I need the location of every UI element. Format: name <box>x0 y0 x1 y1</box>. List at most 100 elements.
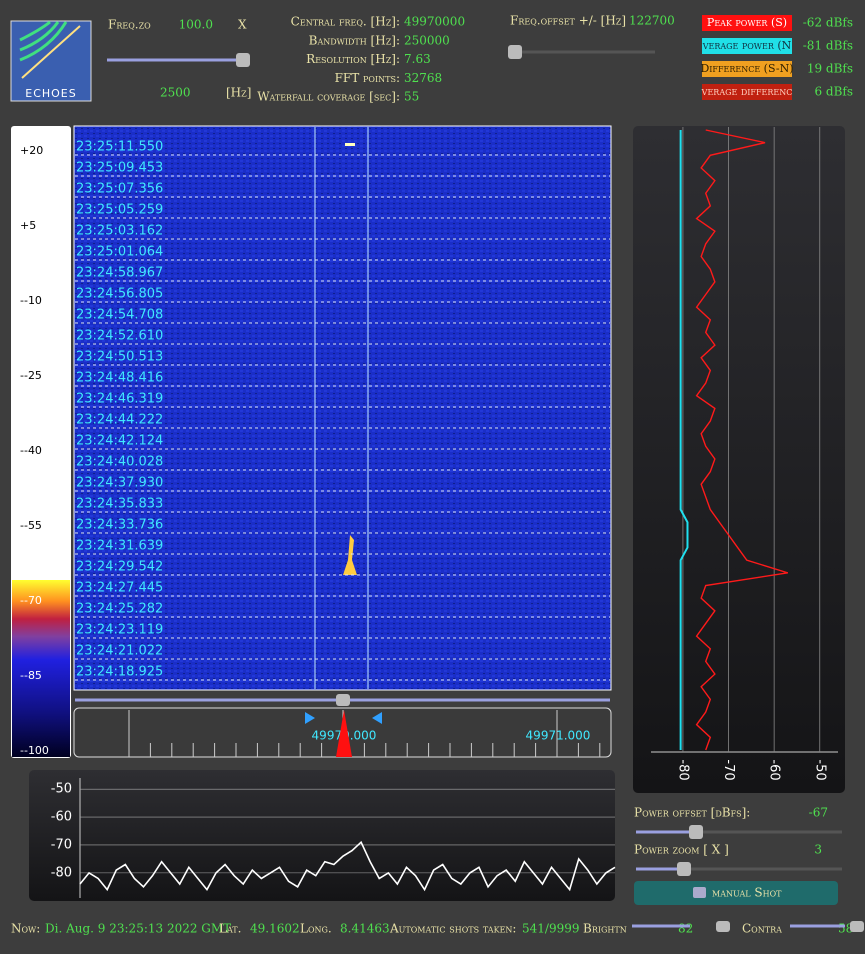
info-value: 7.63 <box>404 52 431 66</box>
now-label: Now: <box>11 922 40 936</box>
unit: [Hz] <box>226 86 251 100</box>
info-label: FFT points: <box>335 71 400 85</box>
brightness-label: Brightn <box>583 922 627 936</box>
y-tick-label: -60 <box>51 810 72 825</box>
unit: X <box>238 18 247 32</box>
meter-box <box>702 15 792 31</box>
logo <box>10 20 92 102</box>
band-marker <box>305 712 315 724</box>
spectrum-panel <box>29 770 615 901</box>
scale-tick: --100 <box>20 744 49 757</box>
shots: 541/9999 <box>522 922 580 936</box>
timestamp: 23:24:48.416 <box>76 371 163 386</box>
slider-thumb[interactable] <box>677 862 691 876</box>
meter-label: verage power (N <box>702 39 792 52</box>
timestamp: 23:24:21.022 <box>76 644 163 659</box>
slider-thumb[interactable] <box>850 921 864 932</box>
info-label: Bandwidth [Hz]: <box>309 33 400 47</box>
slider-thumb[interactable] <box>336 694 350 706</box>
scale-tick: --85 <box>20 669 42 682</box>
timestamp: 23:24:54.708 <box>76 308 163 323</box>
logo-text: ECHOES <box>25 87 77 100</box>
timestamp: 23:24:44.222 <box>76 413 163 428</box>
contrast-label: Contra <box>742 922 782 936</box>
value: 3 <box>814 843 822 857</box>
meter-label: Peak power (S) <box>707 16 787 29</box>
x-tick-label: -60 <box>767 759 782 780</box>
long-label: Long. <box>300 922 332 936</box>
y-tick-label: -70 <box>51 837 72 852</box>
color-gradient <box>12 580 70 757</box>
power-panel <box>633 126 845 793</box>
echo-trace <box>343 535 357 575</box>
info-value: 55 <box>404 90 419 104</box>
meter-value: 19 dBfs <box>807 62 853 76</box>
lat-label: Lat. <box>219 922 241 936</box>
timestamp: 23:24:35.833 <box>76 497 163 512</box>
slider-thumb[interactable] <box>236 53 250 67</box>
timestamp: 23:24:33.736 <box>76 518 163 533</box>
power-line <box>695 129 789 751</box>
meter-label: verage differenc <box>701 85 793 98</box>
y-tick-label: -50 <box>51 782 72 797</box>
info-label: Resolution [Hz]: <box>306 52 400 66</box>
slider-thumb[interactable] <box>716 921 730 932</box>
shots-label: Automatic shots taken: <box>389 922 516 936</box>
timestamp: 23:24:27.445 <box>76 581 163 596</box>
scale-tick: +5 <box>20 219 36 232</box>
y-tick-label: -80 <box>51 865 72 880</box>
meter-box <box>702 84 792 100</box>
scale-tick: +20 <box>20 144 43 157</box>
scale-tick: --25 <box>20 369 42 382</box>
center-marker <box>336 710 352 757</box>
x-tick-label: -70 <box>721 759 736 780</box>
now: Di. Aug. 9 23:25:13 2022 GMT <box>45 922 231 936</box>
info-value: 250000 <box>404 33 450 47</box>
button-label[interactable]: manual Shot <box>712 886 782 900</box>
x-tick-label: -80 <box>675 759 690 780</box>
value: -67 <box>809 806 828 820</box>
info-label: Central freq. [Hz]: <box>291 15 400 29</box>
scale-tick: --10 <box>20 294 42 307</box>
logo-waves <box>19 20 68 62</box>
meter-value: 6 dBfs <box>814 85 853 99</box>
logo-meteor <box>21 25 81 79</box>
label: Freq.offset +/- [Hz] <box>510 14 626 28</box>
slider-thumb[interactable] <box>689 825 703 839</box>
info-label: Waterfall coverage [sec]: <box>257 90 400 104</box>
timestamp: 23:24:18.925 <box>76 665 163 680</box>
camera-icon <box>693 887 706 898</box>
slider-thumb[interactable] <box>508 45 522 59</box>
info-value: 32768 <box>404 71 442 85</box>
long: 8.41463 <box>340 922 390 936</box>
timestamp: 23:24:50.513 <box>76 350 163 365</box>
meter-box <box>702 61 792 77</box>
meter-value: -62 dBfs <box>803 16 853 30</box>
ruler-label: 49971.000 <box>526 729 591 743</box>
timestamp: 23:25:07.356 <box>76 182 163 197</box>
power-line <box>679 130 689 750</box>
scale-tick: --70 <box>20 594 42 607</box>
info-value: 49970000 <box>404 15 465 29</box>
timestamp: 23:24:29.542 <box>76 560 163 575</box>
label: Freq.zo <box>108 18 151 32</box>
timestamp: 23:24:52.610 <box>76 329 163 344</box>
value: 2500 <box>160 86 191 100</box>
label: Power offset [dBfs]: <box>634 806 750 820</box>
timestamp: 23:24:56.805 <box>76 287 163 302</box>
timestamp: 23:24:40.028 <box>76 455 163 470</box>
timestamp: 23:25:03.162 <box>76 224 163 239</box>
echo-trace <box>345 143 355 146</box>
timestamp: 23:24:42.124 <box>76 434 163 449</box>
manual-shot-button[interactable] <box>634 881 838 905</box>
timestamp: 23:25:09.453 <box>76 161 163 176</box>
timestamp: 23:25:01.064 <box>76 245 163 260</box>
ruler-ticks: 49970.00049971.000 <box>128 710 601 757</box>
meter-value: -81 dBfs <box>803 39 853 53</box>
scale-tick: --40 <box>20 444 42 457</box>
timestamp: 23:24:23.119 <box>76 623 163 638</box>
lat: 49.1602 <box>250 922 300 936</box>
